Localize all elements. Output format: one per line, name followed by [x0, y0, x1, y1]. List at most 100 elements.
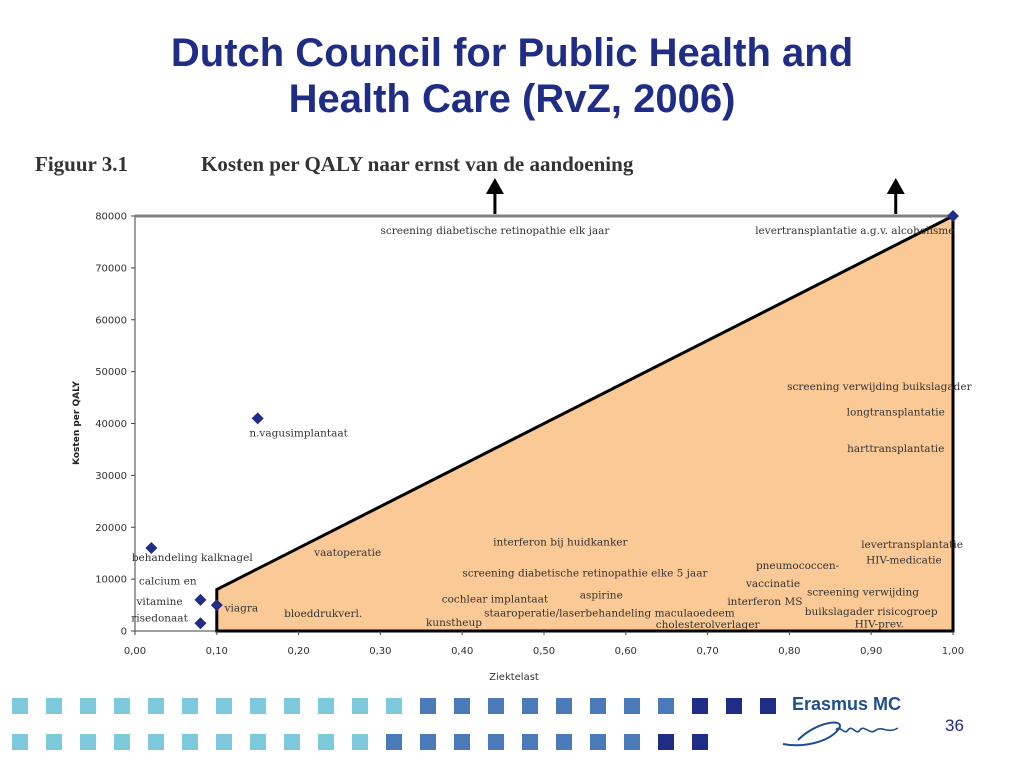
point-annotation: n.vagusimplantaat [249, 427, 348, 439]
x-tick-label: 0,90 [860, 646, 882, 657]
decorative-square [216, 698, 232, 714]
point-annotation: levertransplantatie a.g.v. alcoholisme [755, 225, 954, 237]
decorative-square [318, 698, 334, 714]
y-tick-label: 50000 [95, 367, 127, 378]
point-annotation: vitamine [136, 596, 183, 608]
decorative-square [522, 734, 538, 750]
decorative-square [624, 698, 640, 714]
decorative-square [590, 698, 606, 714]
point-annotation: cholesterolverlager [656, 619, 761, 631]
decorative-square [284, 734, 300, 750]
data-point-marker [210, 599, 223, 612]
decorative-square [760, 698, 776, 714]
x-tick-label: 0,50 [533, 646, 555, 657]
slide-title-line-2: Health Care (RvZ, 2006) [288, 77, 736, 121]
decorative-square [624, 734, 640, 750]
point-annotation: kunstheup [426, 617, 482, 629]
data-point-marker [194, 617, 207, 630]
y-tick-label: 0 [121, 627, 127, 638]
figure-number: Figuur 3.1 [35, 152, 128, 176]
point-annotation: levertransplantatie [861, 539, 963, 551]
decorative-square [386, 698, 402, 714]
decorative-square [522, 698, 538, 714]
y-tick-label: 60000 [95, 315, 127, 326]
decorative-square [114, 734, 130, 750]
point-annotation: screening diabetische retinopathie elk j… [380, 225, 610, 237]
y-tick-label: 70000 [95, 263, 127, 274]
point-annotation: screening diabetische retinopathie elke … [462, 568, 708, 580]
point-annotation: HIV-prev. [855, 618, 904, 630]
point-annotation: calcium en [139, 575, 197, 587]
point-annotation: interferon bij huidkanker [493, 536, 628, 548]
point-annotation: bloeddrukverl. [284, 608, 362, 620]
decorative-square [80, 734, 96, 750]
y-tick-label: 40000 [95, 419, 127, 430]
point-annotation: viagra [224, 602, 259, 614]
decorative-square [488, 734, 504, 750]
decorative-square [454, 734, 470, 750]
x-tick-label: 1,00 [942, 646, 964, 657]
x-tick-label: 0,80 [778, 646, 800, 657]
erasmus-mc-logo: Erasmus MC [778, 690, 918, 760]
data-point-marker [251, 412, 264, 425]
point-annotation: buikslagader risicogroep [805, 606, 938, 618]
point-annotation: cochlear implantaat [442, 593, 549, 605]
decorative-square [182, 734, 198, 750]
slide-title-line-1: Dutch Council for Public Health and [170, 31, 854, 75]
decorative-square [352, 734, 368, 750]
decorative-square [692, 698, 708, 714]
figure-title: Kosten per QALY naar ernst van de aandoe… [201, 152, 634, 176]
y-tick-label: 20000 [95, 523, 127, 534]
up-arrow-icon [485, 178, 504, 194]
cost-per-qaly-chart: 0 10000 20000 30000 40000 50000 60000 70000 8000… [72, 178, 973, 683]
decorative-square [692, 734, 708, 750]
decorative-square [658, 734, 674, 750]
x-tick-label: 0,00 [124, 646, 146, 657]
x-tick-label: 0,70 [696, 646, 718, 657]
decorative-square [590, 734, 606, 750]
decorative-square [420, 698, 436, 714]
data-point-marker [947, 210, 959, 222]
decorative-square [318, 734, 334, 750]
decorative-square [454, 698, 470, 714]
point-annotation: screening verwijding [807, 587, 919, 599]
point-annotation: vaccinatie [745, 578, 800, 590]
y-axis-label: Kosten per QALY [72, 381, 82, 465]
slide-title: Dutch Council for Public Health and Heal… [0, 30, 1024, 122]
x-tick-label: 0,60 [615, 646, 637, 657]
decorative-square [216, 734, 232, 750]
decorative-square [250, 698, 266, 714]
decorative-square [12, 734, 28, 750]
data-point-marker [194, 593, 207, 606]
decorative-square [420, 734, 436, 750]
decorative-square [658, 698, 674, 714]
y-tick-label: 30000 [95, 471, 127, 482]
page-number: 36 [945, 716, 964, 735]
x-tick-label: 0,20 [287, 646, 309, 657]
point-annotation: screening verwijding buikslagader [787, 381, 972, 393]
point-annotation: vaatoperatie [313, 547, 381, 559]
decorative-square [386, 734, 402, 750]
x-tick-label: 0,40 [451, 646, 473, 657]
decorative-square [284, 698, 300, 714]
decorative-square [12, 698, 28, 714]
logo-wordmark: Erasmus MC [792, 694, 902, 714]
decorative-square [182, 698, 198, 714]
decorative-square [80, 698, 96, 714]
figure-header: Figuur 3.1 Kosten per QALY naar ernst va… [35, 150, 735, 184]
point-annotation: behandeling kalknagel [132, 552, 253, 564]
data-point-marker [145, 542, 158, 554]
decorative-square [556, 698, 572, 714]
x-tick-label: 0,30 [369, 646, 391, 657]
y-tick-label: 80000 [95, 212, 127, 223]
point-annotation: pneumococcen- [756, 560, 840, 572]
up-arrow-icon [886, 178, 905, 194]
logo-signature-icon [782, 721, 899, 747]
point-annotation: HIV-medicatie [866, 555, 942, 567]
decorative-square [250, 734, 266, 750]
point-annotation: aspirine [580, 589, 623, 601]
decorative-square [148, 734, 164, 750]
point-annotation: harttransplantatie [847, 443, 944, 455]
point-annotation: longtransplantatie [847, 407, 945, 419]
